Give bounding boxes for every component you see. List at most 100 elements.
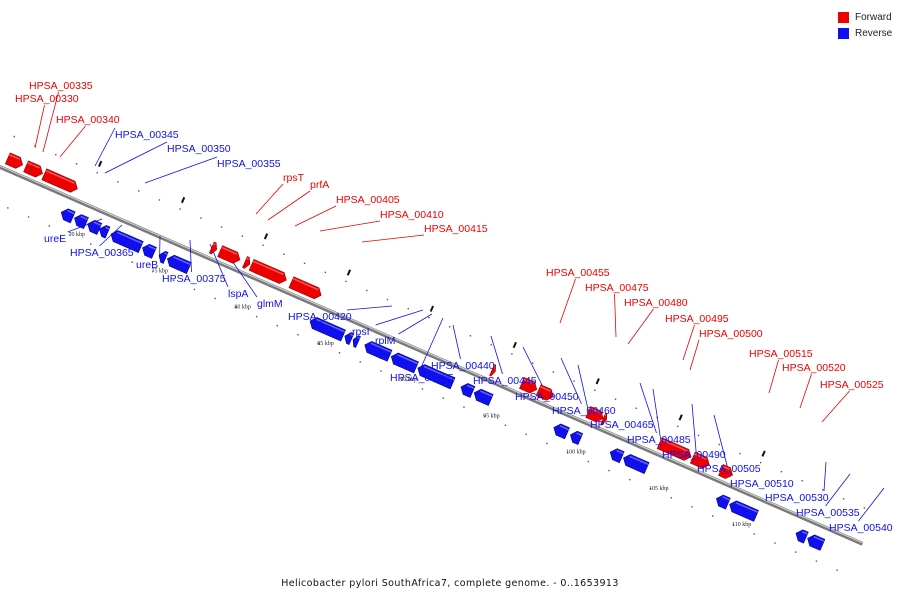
forward-gene-label[interactable]: HPSA_00455 bbox=[546, 267, 610, 279]
leader-line bbox=[319, 220, 381, 232]
minor-tick bbox=[504, 424, 507, 427]
major-tick bbox=[512, 341, 517, 349]
reverse-gene-label[interactable]: HPSA_00445 bbox=[473, 375, 537, 387]
reverse-gene-label[interactable]: HPSA_00540 bbox=[829, 522, 893, 534]
forward-gene-label[interactable]: HPSA_00525 bbox=[820, 379, 884, 391]
forward-gene[interactable] bbox=[242, 256, 251, 269]
reverse-gene-label[interactable]: lspA bbox=[228, 288, 248, 300]
forward-gene[interactable] bbox=[585, 406, 604, 423]
reverse-gene[interactable] bbox=[553, 423, 570, 440]
minor-tick bbox=[117, 181, 119, 183]
reverse-gene[interactable] bbox=[364, 341, 393, 362]
reverse-gene[interactable] bbox=[158, 250, 169, 264]
forward-gene[interactable] bbox=[689, 451, 710, 469]
minor-tick bbox=[739, 452, 741, 455]
reverse-gene-label[interactable]: HPSA_00420 bbox=[288, 311, 352, 323]
reverse-gene-label[interactable]: rplM bbox=[375, 335, 395, 347]
reverse-gene-label[interactable]: HPSA_00535 bbox=[796, 507, 860, 519]
forward-gene-label[interactable]: rpsT bbox=[283, 172, 305, 184]
leader-line bbox=[104, 141, 168, 174]
reverse-gene-label[interactable]: HPSA_00450 bbox=[515, 391, 579, 403]
reverse-gene[interactable] bbox=[460, 383, 476, 398]
forward-gene[interactable] bbox=[489, 364, 497, 377]
legend: Forward Reverse bbox=[838, 9, 892, 41]
minor-tick bbox=[732, 524, 735, 526]
forward-gene[interactable] bbox=[288, 276, 322, 300]
reverse-gene[interactable] bbox=[110, 230, 144, 253]
reverse-gene[interactable] bbox=[309, 317, 346, 342]
reverse-gene-label[interactable]: HPSA_00510 bbox=[730, 478, 794, 490]
forward-gene[interactable] bbox=[656, 437, 692, 461]
forward-gene-label[interactable]: prfA bbox=[310, 179, 329, 191]
minor-tick bbox=[7, 207, 9, 209]
reverse-gene-label[interactable]: HPSA_00440 bbox=[431, 360, 495, 372]
reverse-gene[interactable] bbox=[623, 454, 650, 474]
reverse-gene[interactable] bbox=[166, 254, 192, 274]
forward-gene-label[interactable]: HPSA_00405 bbox=[336, 194, 400, 206]
reverse-gene-label[interactable]: HPSA_00350 bbox=[167, 143, 231, 155]
reverse-gene-label[interactable]: HPSA_00365 bbox=[70, 247, 134, 259]
forward-gene-label[interactable]: HPSA_00410 bbox=[380, 209, 444, 221]
forward-gene[interactable] bbox=[4, 152, 24, 169]
reverse-gene[interactable] bbox=[570, 430, 584, 445]
reverse-gene-label[interactable]: HPSA_00505 bbox=[697, 463, 761, 475]
forward-gene-label[interactable]: HPSA_00340 bbox=[56, 114, 120, 126]
leader-line bbox=[255, 183, 284, 215]
gene-shine bbox=[45, 169, 75, 184]
reverse-gene[interactable] bbox=[344, 332, 355, 345]
reverse-gene[interactable] bbox=[390, 352, 419, 374]
minor-tick bbox=[759, 461, 762, 464]
forward-gene-label[interactable]: HPSA_00475 bbox=[585, 282, 649, 294]
minor-tick bbox=[359, 361, 361, 363]
reverse-gene-label[interactable]: HPSA_00465 bbox=[590, 419, 654, 431]
reverse-gene[interactable] bbox=[473, 388, 494, 406]
forward-gene-label[interactable]: HPSA_00480 bbox=[624, 297, 688, 309]
reverse-gene[interactable] bbox=[795, 529, 809, 544]
reverse-gene-label[interactable]: HPSA_00345 bbox=[115, 129, 179, 141]
major-tick bbox=[678, 414, 683, 421]
reverse-gene-label[interactable]: HPSA_00530 bbox=[765, 492, 829, 504]
reverse-gene[interactable] bbox=[352, 335, 361, 348]
reverse-gene[interactable] bbox=[417, 364, 456, 390]
reverse-gene-label[interactable]: glmM bbox=[257, 298, 283, 310]
forward-gene[interactable] bbox=[600, 412, 608, 425]
reverse-gene-label[interactable]: ureB bbox=[136, 259, 158, 271]
minor-tick bbox=[546, 442, 548, 445]
reverse-gene-label[interactable]: ureE bbox=[44, 233, 66, 245]
minor-tick bbox=[608, 469, 610, 472]
reverse-gene-label[interactable]: HPSA_00375 bbox=[162, 273, 226, 285]
minor-tick bbox=[822, 489, 824, 491]
reverse-gene[interactable] bbox=[729, 500, 759, 522]
reverse-gene[interactable] bbox=[98, 225, 111, 239]
reverse-gene-label[interactable]: HPSA_00485 bbox=[627, 434, 691, 446]
reverse-gene[interactable] bbox=[142, 243, 157, 259]
forward-gene-label[interactable]: HPSA_00500 bbox=[699, 328, 763, 340]
forward-gene-label[interactable]: HPSA_00415 bbox=[424, 223, 488, 235]
minor-tick bbox=[27, 216, 30, 218]
reverse-gene-label[interactable]: HPSA_00460 bbox=[552, 405, 616, 417]
forward-gene-label[interactable]: HPSA_00520 bbox=[782, 362, 846, 374]
reverse-gene-label[interactable]: HPSA_00490 bbox=[662, 449, 726, 461]
forward-gene[interactable] bbox=[535, 384, 554, 401]
forward-gene-label[interactable]: HPSA_00515 bbox=[749, 348, 813, 360]
forward-gene[interactable] bbox=[718, 464, 733, 479]
reverse-gene[interactable] bbox=[609, 448, 625, 464]
forward-gene[interactable] bbox=[217, 245, 241, 264]
forward-gene[interactable] bbox=[519, 377, 538, 394]
reverse-gene-label[interactable]: HPSA_00435 bbox=[390, 372, 454, 384]
forward-gene[interactable] bbox=[28, 162, 43, 178]
forward-gene[interactable] bbox=[208, 241, 218, 255]
reverse-gene-label[interactable]: HPSA_00355 bbox=[217, 158, 281, 170]
forward-gene[interactable] bbox=[41, 168, 78, 193]
forward-gene[interactable] bbox=[248, 258, 287, 284]
reverse-gene[interactable] bbox=[60, 208, 76, 224]
legend-item-reverse: Reverse bbox=[838, 25, 892, 41]
reverse-gene[interactable] bbox=[87, 220, 103, 235]
reverse-gene[interactable] bbox=[74, 214, 89, 230]
reverse-gene-label[interactable]: rpsI bbox=[352, 326, 370, 338]
forward-gene-label[interactable]: HPSA_00330 bbox=[15, 93, 79, 105]
forward-gene-label[interactable]: HPSA_00335 bbox=[29, 80, 93, 92]
reverse-gene[interactable] bbox=[807, 534, 826, 551]
reverse-gene[interactable] bbox=[715, 494, 731, 510]
forward-gene-label[interactable]: HPSA_00495 bbox=[665, 313, 729, 325]
